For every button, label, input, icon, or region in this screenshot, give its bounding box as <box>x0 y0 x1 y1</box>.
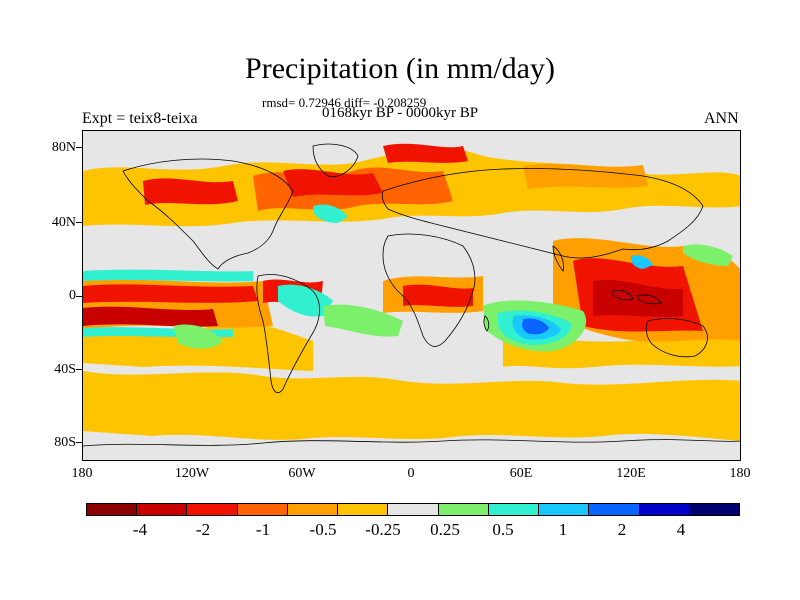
colorbar-swatch <box>589 504 640 515</box>
colorbar-swatch <box>338 504 389 515</box>
colorbar-swatch <box>388 504 439 515</box>
lat-tick <box>76 147 82 148</box>
lat-tick <box>76 442 82 443</box>
lat-label: 80N <box>51 140 76 155</box>
colorbar-swatch <box>689 504 740 515</box>
colorbar-label: -4 <box>132 520 148 539</box>
atlantic-africa-red <box>403 284 473 307</box>
lon-label: 180 <box>71 466 93 481</box>
colorbar-swatch <box>137 504 188 515</box>
north-atlantic-cyan <box>313 204 348 223</box>
lon-label: 120E <box>616 466 646 481</box>
colorbar-swatch <box>639 504 690 515</box>
colorbar-label: 4 <box>676 520 686 539</box>
lat-label: 0 <box>69 288 76 303</box>
coastlines <box>83 143 740 447</box>
lon-label: 120W <box>174 466 210 481</box>
colorbar-label: -2 <box>195 520 211 539</box>
colorbar-swatch <box>488 504 540 515</box>
arctic-red <box>383 143 468 163</box>
colorbar-swatch <box>187 504 238 515</box>
lon-label: 0 <box>407 466 415 481</box>
colorbar-swatch <box>287 504 339 515</box>
precipitation-map <box>82 130 741 461</box>
colorbar-label: -0.5 <box>309 520 337 539</box>
experiment-label: Expt = teix8-teixa <box>82 110 198 127</box>
south-atlantic-green <box>323 304 403 337</box>
lat-tick <box>76 222 82 223</box>
siberia-orange <box>523 163 648 189</box>
colorbar-label: 1 <box>558 520 568 539</box>
lat-tick <box>76 369 82 370</box>
north-pacific-red <box>143 178 238 205</box>
itcz-dark-red <box>83 306 218 327</box>
south-pacific-green <box>173 324 223 349</box>
rmsd-diff-stats: rmsd= 0.72946 diff= -0.208259 <box>262 95 427 110</box>
pacific-cyan-north <box>83 269 253 282</box>
west-pacific-green <box>683 244 733 266</box>
colorbar-swatch <box>539 504 590 515</box>
indian-ocean-blue <box>522 318 549 335</box>
lon-label: 60W <box>288 466 316 481</box>
lat-label: 40N <box>51 215 76 230</box>
pacific-blue-patch <box>631 255 653 269</box>
southern-ocean-band <box>83 371 740 441</box>
colorbar-label: 2 <box>617 520 627 539</box>
colorbar-swatch <box>237 504 288 515</box>
colorbar-label: 0.5 <box>492 520 514 539</box>
colorbar-swatch <box>87 504 138 515</box>
lat-label: 80S <box>54 435 76 450</box>
lat-label: 40S <box>54 362 76 377</box>
map-title: Precipitation (in mm/day) <box>245 52 555 85</box>
colorbar-label: -1 <box>255 520 271 539</box>
period-label: 0168kyr BP - 0000kyr BP <box>322 105 479 121</box>
eurasia-red <box>283 169 383 197</box>
colorbar-label: 0.25 <box>430 520 460 539</box>
itcz-red <box>83 284 258 303</box>
colorbar-label: -0.25 <box>365 520 401 539</box>
season-label: ANN <box>704 110 739 127</box>
colorbar-swatch <box>438 504 489 515</box>
map-field <box>83 131 740 460</box>
colorbar <box>86 503 740 516</box>
lon-label: 60E <box>509 466 533 481</box>
lat-tick <box>76 296 82 297</box>
lon-label: 180 <box>729 466 751 481</box>
